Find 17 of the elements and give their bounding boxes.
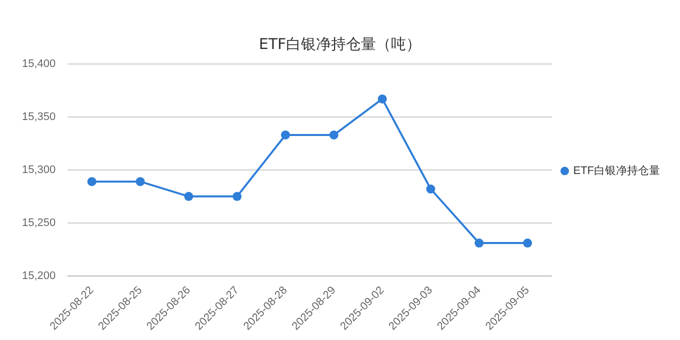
- y-tick-label: 15,250: [22, 216, 56, 229]
- y-tick-label: 15,350: [22, 111, 56, 123]
- point: [87, 177, 96, 186]
- point: [184, 192, 194, 201]
- point: [136, 177, 145, 186]
- point: [232, 192, 242, 201]
- legend-label: ETF白银净持仓量: [573, 165, 660, 178]
- point: [426, 184, 436, 194]
- point: [523, 238, 532, 248]
- point: [280, 130, 290, 140]
- y-tick-label: 15,200: [22, 270, 56, 282]
- y-tick-label: 15,400: [22, 58, 56, 70]
- point: [474, 238, 484, 248]
- point: [329, 130, 338, 140]
- y-tick-label: 15,300: [22, 164, 56, 176]
- point: [378, 94, 387, 104]
- chart-title: ETF白银净持仓量（吨）: [258, 34, 422, 53]
